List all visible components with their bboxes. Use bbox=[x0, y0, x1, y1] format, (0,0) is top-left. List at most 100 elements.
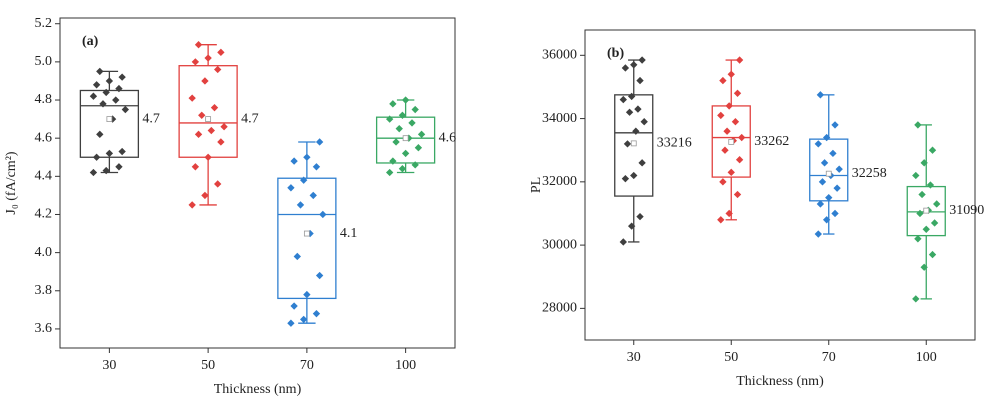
data-point bbox=[296, 201, 305, 209]
box bbox=[178, 65, 238, 158]
data-point bbox=[738, 133, 746, 142]
mean-marker bbox=[923, 207, 930, 214]
data-point bbox=[198, 111, 206, 119]
data-point bbox=[636, 76, 644, 85]
box bbox=[79, 89, 140, 158]
data-point bbox=[634, 105, 642, 113]
data-point bbox=[619, 95, 627, 104]
data-point bbox=[96, 67, 104, 76]
data-point bbox=[625, 108, 634, 116]
y-tick-label: 4.2 bbox=[35, 207, 53, 222]
data-point bbox=[731, 118, 740, 126]
y-tick-label: 4.4 bbox=[35, 169, 53, 184]
data-point bbox=[389, 157, 397, 165]
data-point bbox=[820, 159, 829, 167]
data-point bbox=[928, 250, 937, 259]
data-point bbox=[96, 130, 104, 139]
data-point bbox=[303, 290, 311, 299]
y-tick-label: 36000 bbox=[542, 48, 577, 63]
data-point bbox=[717, 111, 725, 120]
data-point bbox=[92, 81, 101, 89]
data-point bbox=[912, 171, 920, 180]
data-point bbox=[733, 190, 742, 199]
data-point bbox=[933, 200, 941, 208]
box bbox=[375, 116, 436, 164]
data-point bbox=[217, 138, 225, 146]
data-point bbox=[414, 144, 423, 152]
y-tick-label: 5.2 bbox=[35, 16, 53, 31]
mean-label: 33216 bbox=[657, 136, 692, 151]
x-tick-label: 50 bbox=[724, 350, 738, 365]
data-point bbox=[930, 219, 939, 227]
data-point bbox=[735, 156, 744, 164]
data-point bbox=[188, 94, 196, 102]
data-point bbox=[914, 121, 922, 129]
x-tick-label: 100 bbox=[395, 358, 416, 373]
data-point bbox=[303, 153, 311, 161]
data-point bbox=[121, 105, 130, 114]
data-point bbox=[920, 263, 928, 271]
data-point bbox=[916, 209, 924, 218]
data-point bbox=[816, 91, 825, 99]
data-point bbox=[640, 118, 648, 126]
x-tick-label: 100 bbox=[916, 350, 937, 365]
data-point bbox=[392, 138, 400, 146]
y-tick-label: 4.0 bbox=[35, 245, 53, 260]
data-point bbox=[201, 77, 209, 85]
data-point bbox=[835, 165, 843, 173]
data-point bbox=[204, 153, 212, 161]
data-point bbox=[816, 200, 825, 208]
data-point bbox=[115, 84, 123, 93]
y-tick-label: 4.8 bbox=[35, 92, 53, 107]
data-point bbox=[118, 73, 126, 81]
data-point bbox=[638, 159, 646, 167]
data-point bbox=[312, 309, 321, 318]
data-point bbox=[290, 157, 298, 165]
data-point bbox=[822, 133, 831, 142]
data-point bbox=[727, 70, 735, 78]
x-tick-label: 70 bbox=[300, 358, 314, 373]
data-point bbox=[315, 271, 324, 280]
data-point bbox=[638, 56, 646, 64]
data-point bbox=[623, 140, 632, 148]
data-point bbox=[914, 235, 922, 243]
data-point bbox=[105, 149, 114, 158]
data-point bbox=[825, 193, 833, 202]
data-point bbox=[833, 184, 841, 192]
data-point bbox=[401, 96, 410, 104]
data-point bbox=[717, 216, 725, 224]
data-point bbox=[721, 146, 729, 154]
mean-marker bbox=[205, 116, 212, 122]
x-tick-label: 70 bbox=[822, 350, 836, 365]
data-point bbox=[191, 58, 200, 66]
y-tick-label: 3.8 bbox=[35, 283, 53, 298]
panel-label: (b) bbox=[607, 46, 624, 61]
data-point bbox=[912, 295, 920, 303]
mean-marker bbox=[630, 140, 637, 147]
data-point bbox=[300, 176, 308, 184]
data-point bbox=[831, 121, 839, 129]
data-point bbox=[300, 315, 308, 324]
data-point bbox=[725, 209, 733, 218]
mean-marker bbox=[402, 135, 409, 142]
data-point bbox=[735, 56, 744, 64]
data-point bbox=[191, 163, 200, 171]
mean-marker bbox=[303, 230, 310, 237]
data-point bbox=[398, 111, 407, 119]
data-point bbox=[829, 149, 837, 158]
panel-label: (a) bbox=[82, 34, 99, 49]
data-point bbox=[627, 222, 636, 230]
data-point bbox=[395, 124, 403, 133]
y-tick-label: 30000 bbox=[542, 237, 577, 252]
data-point bbox=[619, 238, 627, 246]
mean-label: 4.1 bbox=[340, 226, 358, 241]
mean-marker bbox=[106, 116, 113, 122]
mean-label: 4.7 bbox=[241, 111, 259, 126]
data-point bbox=[207, 126, 215, 135]
x-tick-label: 50 bbox=[201, 358, 215, 373]
data-point bbox=[389, 100, 397, 108]
data-point bbox=[204, 54, 212, 62]
data-point bbox=[188, 201, 196, 209]
data-point bbox=[918, 190, 926, 199]
